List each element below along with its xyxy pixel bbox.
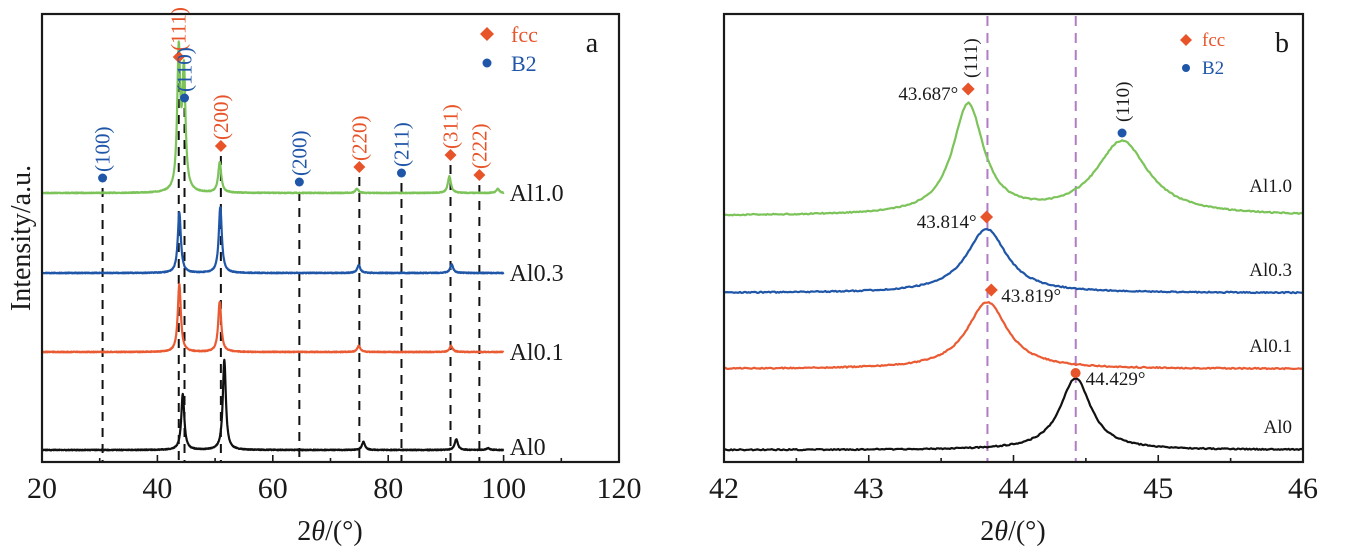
trace-Al1-0 xyxy=(723,101,1304,217)
plot-frame xyxy=(722,12,1305,464)
reference-lines xyxy=(101,67,481,462)
series-label: Al0 xyxy=(1264,417,1293,438)
hkl-label: (110) xyxy=(173,47,197,92)
legend-fcc-diamond-icon xyxy=(480,27,494,41)
trace-Al1-0 xyxy=(40,40,505,195)
b2-circle-marker xyxy=(396,168,406,178)
legend-label: B2 xyxy=(511,51,537,76)
y-axis-label: Intensity/a.u. xyxy=(6,165,37,311)
x-tick-label: 20 xyxy=(27,472,57,505)
hkl-label: (111) xyxy=(961,38,982,78)
fcc-diamond-marker xyxy=(473,169,486,181)
trace-Al0 xyxy=(723,377,1304,452)
fcc-diamond-marker xyxy=(172,51,185,63)
x-tick-label: 45 xyxy=(1143,472,1173,505)
trace-Al0 xyxy=(41,358,505,452)
series-label: Al0.3 xyxy=(510,261,564,287)
trace-Al0-1 xyxy=(41,282,505,354)
peak-position-label: 44.429° xyxy=(1086,369,1146,390)
hkl-label: (220) xyxy=(347,116,371,162)
legend: fcc B2 xyxy=(480,22,538,76)
traces: Al1.0 Al0.3 Al0.1 Al0 xyxy=(723,101,1304,452)
legend-label: fcc xyxy=(511,22,538,47)
legend-label: fcc xyxy=(1202,30,1225,51)
legend-label: B2 xyxy=(1202,58,1224,79)
series-label: Al0 xyxy=(510,435,546,461)
hkl-label: (100) xyxy=(91,127,115,173)
legend: fcc B2 xyxy=(1180,30,1225,79)
legend-b2-circle-icon xyxy=(482,58,492,68)
fcc-diamond-marker xyxy=(984,283,998,297)
hkl-label: (211) xyxy=(389,122,413,167)
series-label: Al0.1 xyxy=(1249,336,1292,357)
peak-position-label: 43.819° xyxy=(1001,286,1061,307)
traces: Al1.0 Al0.3 Al0.1 Al0 xyxy=(40,40,564,461)
trace-Al0-3 xyxy=(723,228,1304,295)
b2-circle-marker xyxy=(180,93,190,103)
trace-Al0-1 xyxy=(723,301,1304,371)
x-tick-label: 40 xyxy=(142,472,172,505)
trace-Al0-3 xyxy=(41,206,505,275)
x-tick-label: 80 xyxy=(373,472,403,505)
x-tick-label: 44 xyxy=(999,472,1029,505)
hkl-label: (222) xyxy=(467,124,491,170)
plot-frame xyxy=(40,12,621,464)
legend-fcc-diamond-icon xyxy=(1180,34,1192,46)
x-tick-label: 60 xyxy=(258,472,288,505)
x-tick-label: 42 xyxy=(709,472,739,505)
fcc-diamond-marker xyxy=(980,210,994,224)
x-tick-label: 46 xyxy=(1288,472,1318,505)
fcc-circle-marker xyxy=(1070,368,1081,378)
hkl-label: (110) xyxy=(1113,82,1134,122)
b2-circle-marker xyxy=(1117,128,1127,138)
reference-lines xyxy=(986,16,1077,462)
panel-label: b xyxy=(1275,28,1289,59)
b2-circle-marker xyxy=(294,177,304,187)
x-ticks: 42 43 44 45 46 xyxy=(709,455,1318,505)
legend-b2-circle-icon xyxy=(1182,64,1190,72)
x-axis-label: 2θ/(°) xyxy=(297,516,362,547)
peak-annotations: 43.687° 43.814° 43.819° 44.429° (111) (110) xyxy=(898,38,1145,390)
panel-b: Al1.0 Al0.3 Al0.1 Al0 43.687° 43.814° 43.819°… xyxy=(709,12,1318,547)
hkl-label: (200) xyxy=(209,95,233,141)
fcc-diamond-marker xyxy=(961,82,975,96)
x-axis-label: 2θ/(°) xyxy=(980,516,1045,547)
peak-position-label: 43.814° xyxy=(917,212,977,233)
x-tick-label: 120 xyxy=(597,472,642,505)
series-label: Al1.0 xyxy=(1249,176,1292,197)
hkl-label: (311) xyxy=(439,104,463,149)
fcc-diamond-marker xyxy=(444,149,457,161)
panel-label: a xyxy=(586,28,599,59)
hkl-label: (200) xyxy=(287,131,311,177)
x-tick-label: 100 xyxy=(481,472,526,505)
peak-position-label: 43.687° xyxy=(898,84,958,105)
x-tick-label: 43 xyxy=(854,472,884,505)
series-label: Al1.0 xyxy=(510,181,564,207)
hkl-labels: (100)(111)(110)(200)(200) (220) (211) (311)… xyxy=(91,7,491,187)
x-ticks: 20 40 60 80 100 120 xyxy=(27,455,642,505)
b2-circle-marker xyxy=(98,173,108,183)
series-label: Al0.1 xyxy=(510,340,564,366)
series-label: Al0.3 xyxy=(1249,260,1292,281)
fcc-diamond-marker xyxy=(353,161,366,173)
fcc-diamond-marker xyxy=(214,140,227,152)
